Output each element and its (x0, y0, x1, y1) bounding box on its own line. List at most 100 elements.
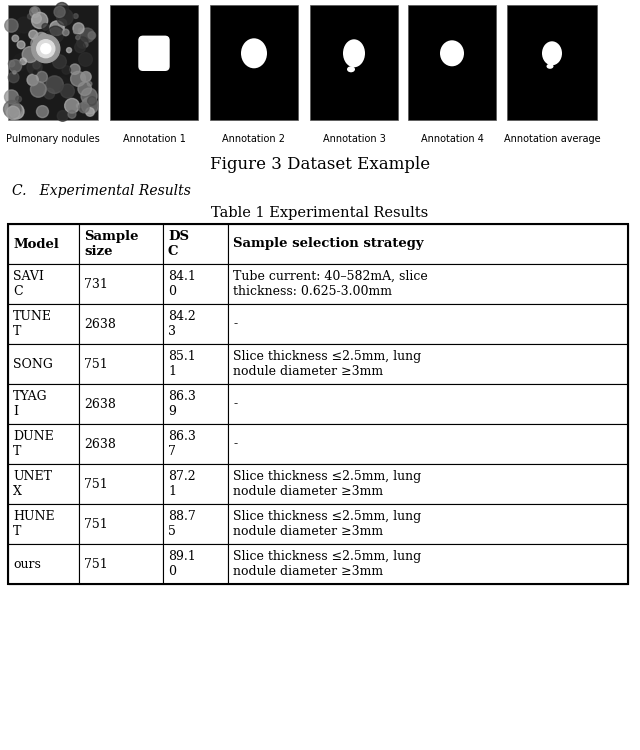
Bar (163, 544, 228, 584)
Text: 87.2
1: 87.2 1 (168, 470, 196, 498)
Circle shape (4, 90, 19, 104)
Circle shape (70, 71, 86, 86)
Bar (8, 5, 98, 120)
Bar (8, 344, 79, 384)
Text: Annotation 4: Annotation 4 (420, 134, 483, 144)
Text: -: - (233, 317, 237, 331)
Text: 2638: 2638 (84, 398, 116, 410)
Circle shape (14, 112, 20, 118)
Circle shape (81, 88, 97, 104)
Bar (8, 504, 79, 544)
Text: 2638: 2638 (84, 317, 116, 331)
Ellipse shape (152, 64, 160, 70)
Bar (79, 464, 163, 504)
Bar (228, 344, 628, 384)
Bar (228, 544, 628, 584)
Ellipse shape (440, 40, 464, 66)
Circle shape (46, 76, 63, 94)
Bar (228, 504, 628, 544)
Bar (408, 5, 496, 120)
Bar (79, 344, 163, 384)
Bar (163, 504, 228, 544)
Text: 86.3
7: 86.3 7 (168, 430, 196, 458)
Bar (228, 464, 628, 504)
Text: 731: 731 (84, 278, 108, 290)
Circle shape (54, 6, 65, 17)
Bar (79, 544, 163, 584)
Circle shape (28, 13, 33, 19)
Circle shape (4, 100, 21, 118)
Circle shape (9, 104, 24, 119)
Bar (163, 344, 228, 384)
Circle shape (51, 30, 57, 35)
Text: C.   Experimental Results: C. Experimental Results (12, 184, 191, 198)
Bar (163, 224, 228, 264)
Circle shape (29, 7, 40, 17)
Circle shape (78, 82, 92, 95)
Ellipse shape (241, 38, 267, 68)
Text: -: - (233, 437, 237, 451)
Circle shape (32, 34, 60, 63)
Bar (310, 5, 398, 120)
Circle shape (6, 106, 20, 120)
Text: Sample
size: Sample size (84, 230, 139, 258)
Text: SAVI
C: SAVI C (13, 270, 44, 298)
Circle shape (58, 19, 67, 28)
Circle shape (86, 108, 94, 116)
Bar (79, 384, 163, 424)
Text: Model: Model (13, 238, 59, 250)
Circle shape (73, 22, 84, 34)
Text: Annotation 3: Annotation 3 (323, 134, 385, 144)
Text: Slice thickness ≤2.5mm, lung
nodule diameter ≥3mm: Slice thickness ≤2.5mm, lung nodule diam… (233, 550, 421, 578)
Bar (79, 304, 163, 344)
Circle shape (68, 110, 76, 118)
FancyBboxPatch shape (139, 36, 169, 70)
Bar (79, 264, 163, 304)
Bar (79, 504, 163, 544)
Text: Annotation 1: Annotation 1 (123, 134, 186, 144)
Bar (228, 304, 628, 344)
Circle shape (83, 73, 91, 81)
Text: Annotation 2: Annotation 2 (223, 134, 285, 144)
Text: Slice thickness ≤2.5mm, lung
nodule diameter ≥3mm: Slice thickness ≤2.5mm, lung nodule diam… (233, 350, 421, 378)
Circle shape (15, 26, 22, 33)
Circle shape (70, 64, 80, 74)
Text: Table 1 Experimental Results: Table 1 Experimental Results (211, 206, 429, 220)
Text: DS
C: DS C (168, 230, 189, 258)
Circle shape (63, 29, 69, 36)
Bar (79, 224, 163, 264)
Text: HUNE
T: HUNE T (13, 510, 54, 538)
Bar (110, 5, 198, 120)
Bar (79, 424, 163, 464)
Circle shape (8, 61, 15, 67)
Text: Tube current: 40–582mA, slice
thickness: 0.625-3.00mm: Tube current: 40–582mA, slice thickness:… (233, 270, 428, 298)
Circle shape (36, 40, 55, 58)
Circle shape (76, 35, 80, 40)
Circle shape (20, 58, 26, 64)
Text: 751: 751 (84, 358, 108, 370)
Circle shape (40, 34, 48, 42)
Bar (210, 5, 298, 120)
Circle shape (42, 23, 49, 30)
Bar (228, 224, 628, 264)
Ellipse shape (547, 64, 554, 69)
Bar (228, 264, 628, 304)
Text: -: - (233, 398, 237, 410)
Text: Annotation average: Annotation average (504, 134, 600, 144)
Text: 2638: 2638 (84, 437, 116, 451)
Text: 751: 751 (84, 478, 108, 490)
Circle shape (13, 54, 29, 70)
Circle shape (88, 97, 97, 105)
Ellipse shape (343, 39, 365, 68)
Circle shape (80, 28, 95, 42)
Text: Slice thickness ≤2.5mm, lung
nodule diameter ≥3mm: Slice thickness ≤2.5mm, lung nodule diam… (233, 470, 421, 498)
Circle shape (78, 28, 84, 34)
Circle shape (52, 55, 67, 68)
Bar (8, 304, 79, 344)
Circle shape (32, 8, 37, 14)
Bar (8, 264, 79, 304)
Bar (163, 384, 228, 424)
Circle shape (8, 72, 19, 82)
Circle shape (28, 75, 38, 86)
Text: TYAG
I: TYAG I (13, 390, 47, 418)
